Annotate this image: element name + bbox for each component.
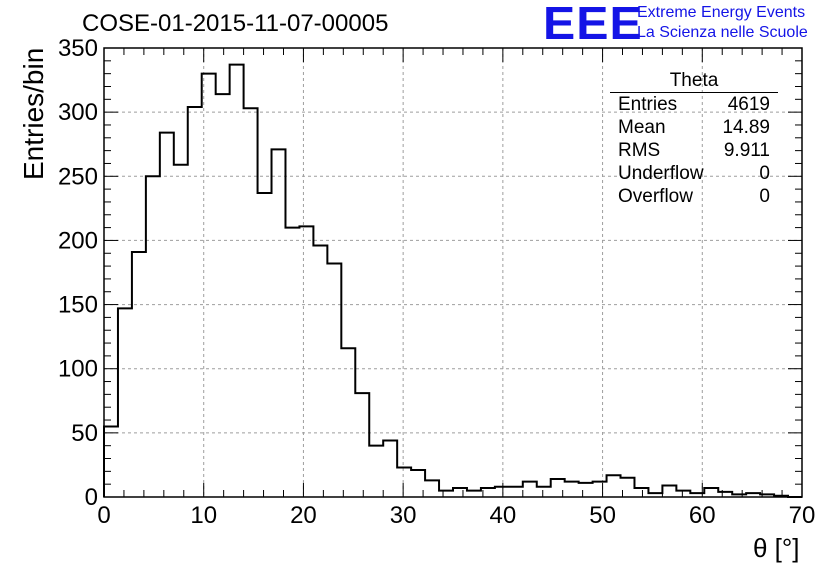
logo-line-2: La Scienza nelle Scuole [637, 24, 808, 41]
stats-row-rms: RMS 9.911 [610, 139, 778, 162]
stats-row-underflow: Underflow 0 [610, 162, 778, 185]
histogram-bin [244, 108, 258, 497]
histogram-bin [341, 348, 355, 497]
y-axis-label: Entries/bin [18, 47, 49, 180]
histogram-bin [299, 226, 313, 497]
histogram-bin [369, 446, 383, 497]
axes: 0 10 20 30 40 50 60 70 0 50 100 150 200 250 300 350 [58, 35, 815, 529]
histogram-bin [579, 483, 593, 497]
x-tick-label: 0 [97, 502, 110, 529]
histogram-bin [104, 426, 118, 497]
histogram-bin [258, 193, 272, 497]
x-tick-label: 60 [689, 502, 716, 529]
stats-value: 0 [759, 163, 770, 184]
stats-value: 9.911 [723, 140, 770, 161]
histogram-bin [160, 133, 174, 497]
stats-row-mean: Mean 14.89 [610, 116, 778, 139]
histogram-bin [495, 487, 509, 497]
eee-logo: EEE [543, 0, 643, 49]
histogram-bin [662, 485, 676, 497]
histogram-bin [272, 149, 286, 497]
stats-box: Theta Entries 4619 Mean 14.89 RMS 9.911 … [610, 70, 778, 208]
histogram-bin [216, 94, 230, 497]
y-tick-label: 150 [58, 292, 98, 319]
histogram-bin [439, 491, 453, 497]
histogram-bin [634, 488, 648, 497]
stats-label: Entries [618, 94, 678, 115]
histogram-bin [537, 487, 551, 497]
histogram-bin [313, 246, 327, 497]
x-tick-label: 30 [390, 502, 417, 529]
stats-value: 4619 [727, 94, 770, 115]
histogram-bin [425, 480, 439, 497]
stats-label: RMS [618, 140, 661, 161]
histogram-bin [453, 488, 467, 497]
stats-value: 0 [759, 186, 770, 207]
histogram-bin [509, 487, 523, 497]
histogram-bin [718, 492, 732, 497]
y-tick-label: 300 [58, 99, 98, 126]
stats-label: Underflow [618, 163, 704, 184]
stats-row-entries: Entries 4619 [610, 93, 778, 116]
histogram-series [103, 63, 802, 498]
histogram-bin [397, 467, 411, 497]
y-tick-label: 100 [58, 356, 98, 383]
histogram-bin [383, 441, 397, 497]
histogram-bin [174, 165, 188, 497]
logo-line-1: Extreme Energy Events [637, 4, 806, 21]
stats-value: 14.89 [722, 117, 770, 138]
histogram-bin [676, 491, 690, 497]
grid-lines [104, 48, 802, 497]
plot-frame [103, 47, 803, 498]
histogram-line [103, 63, 802, 498]
histogram-bin [523, 482, 537, 497]
x-tick-label: 40 [490, 502, 517, 529]
x-axis-label: θ [°] [753, 533, 800, 563]
x-tick-label: 10 [190, 502, 217, 529]
x-tick-label: 20 [290, 502, 317, 529]
y-tick-label: 0 [85, 484, 98, 511]
histogram-bin [202, 74, 216, 497]
y-tick-label: 250 [58, 163, 98, 190]
y-tick-label: 50 [71, 420, 98, 447]
histogram-bin [704, 488, 718, 497]
run-title: COSE-01-2015-11-07-00005 [82, 10, 389, 37]
histogram-bin [355, 393, 369, 497]
histogram-bin [565, 482, 579, 497]
y-tick-label: 350 [58, 35, 98, 62]
x-tick-label: 70 [789, 502, 816, 529]
stats-row-overflow: Overflow 0 [610, 185, 778, 208]
histogram-bin [607, 475, 621, 497]
histogram-bin [230, 65, 244, 497]
histogram-bin [146, 176, 160, 497]
stats-title: Theta [610, 70, 778, 93]
histogram-bin [188, 107, 202, 497]
histogram-bin [327, 264, 341, 497]
histogram-bin [132, 252, 146, 497]
histogram-bin [467, 491, 481, 497]
stats-label: Mean [618, 117, 666, 138]
x-tick-label: 50 [589, 502, 616, 529]
histogram-bin [593, 482, 607, 497]
stats-label: Overflow [618, 186, 693, 207]
histogram-bin [118, 308, 132, 497]
y-tick-label: 200 [58, 227, 98, 254]
histogram-bin [285, 228, 299, 497]
